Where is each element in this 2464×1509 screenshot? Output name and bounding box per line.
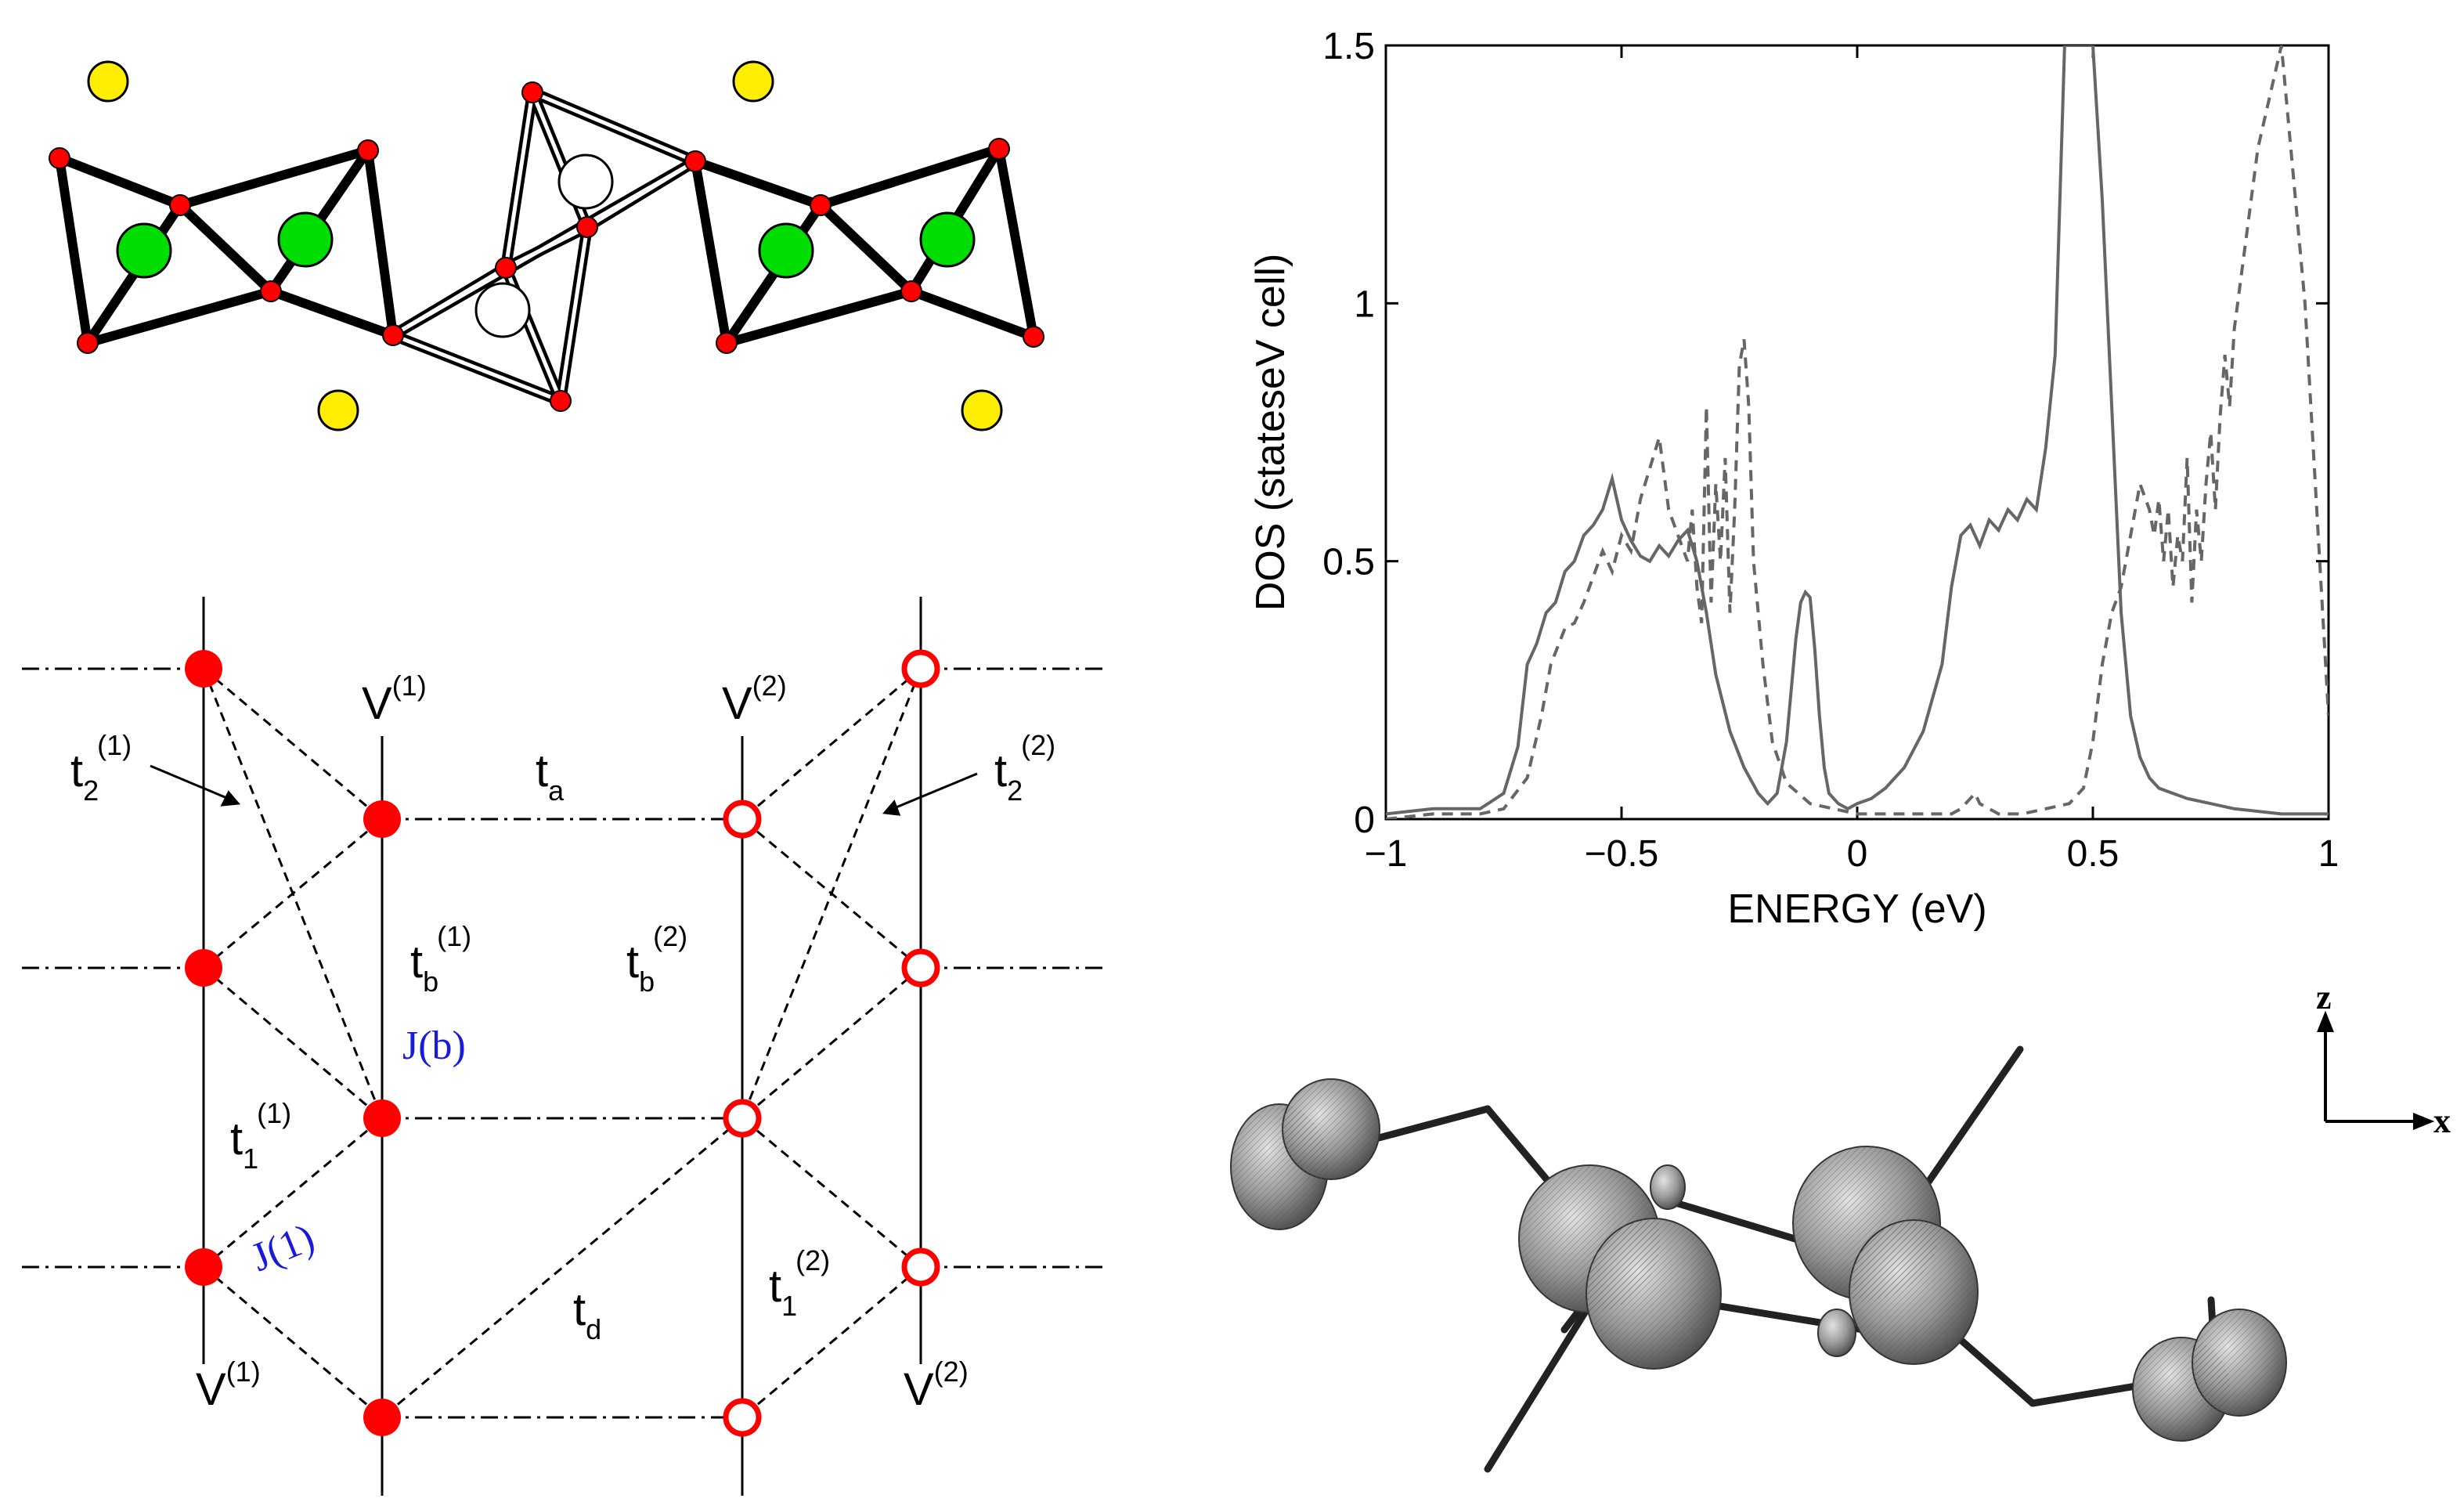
- open-sites: [723, 649, 940, 1437]
- cation-atom: [87, 60, 129, 103]
- axis-glyph: [2317, 1010, 2435, 1130]
- label-v2-top: V(2): [722, 670, 787, 729]
- oxygen-atom: [988, 138, 1010, 160]
- orbital-mesh: [1231, 1079, 2286, 1441]
- oxygen-atom: [1023, 326, 1044, 348]
- axis-z-label: z: [2316, 978, 2332, 1016]
- crystal-structure-panel: [49, 60, 1044, 431]
- tetrahedra-right: [691, 144, 1038, 348]
- oxygen-atom: [900, 280, 922, 302]
- y-tick-label: 0: [1354, 800, 1375, 841]
- label-tb1: tb(1): [410, 920, 471, 998]
- label-v1-top: V(1): [362, 670, 427, 729]
- site-open: [901, 649, 940, 688]
- label-v1-bottom: V(1): [196, 1356, 261, 1415]
- chart-frame: [1384, 44, 2330, 821]
- site-open: [723, 1398, 762, 1437]
- v-atom-white: [474, 282, 531, 338]
- cation-atom: [961, 389, 1003, 431]
- oxygen-atom: [684, 150, 706, 172]
- cation-atoms: [87, 60, 1003, 431]
- lattice-labels: V(1) V(2) V(1) V(2) t2(1) t2(2) ta tb(1)…: [70, 670, 1055, 1415]
- axis-x-label: x: [2433, 1102, 2451, 1140]
- label-v2-bottom: V(2): [904, 1356, 969, 1415]
- oxygen-atom: [550, 390, 572, 412]
- dash-dot-lines: [22, 667, 1106, 1419]
- orbital-lobe: [1650, 1164, 1686, 1210]
- dos-chart: −1 −0.5 0 0.5 1 0 0.5 1 1.5 ENERGY (eV) DOS (sta…: [1248, 26, 2339, 932]
- oxygen-atom: [49, 147, 70, 169]
- orbital-bonds: [1296, 1045, 2220, 1473]
- site-filled: [363, 1399, 401, 1436]
- v-atom-green: [277, 211, 334, 268]
- x-tick-label: 0: [1847, 833, 1868, 875]
- site-open: [901, 948, 940, 987]
- label-ta: ta: [536, 745, 565, 807]
- oxygen-atom: [169, 194, 191, 216]
- oxygen-atom: [521, 81, 543, 103]
- site-open: [901, 1247, 940, 1287]
- oxygen-atom: [716, 332, 738, 354]
- tetrahedra-left: [55, 146, 398, 348]
- label-tb2: tb(2): [626, 920, 687, 998]
- site-open: [723, 800, 762, 839]
- oxygen-atom: [77, 332, 99, 354]
- v-atoms: [116, 153, 976, 338]
- v-atom-green: [758, 222, 814, 279]
- site-filled: [363, 800, 401, 838]
- cation-atom: [732, 60, 774, 103]
- site-open: [723, 1099, 762, 1138]
- label-t2-2: t2(2): [994, 729, 1055, 807]
- label-td: td: [573, 1284, 601, 1345]
- dos-series-dashed: [1386, 45, 2329, 819]
- orbital-lobe: [1817, 1309, 1856, 1357]
- x-tick-label: −1: [1365, 833, 1408, 875]
- v-atom-green: [919, 211, 976, 268]
- y-tick-label: 1: [1354, 283, 1375, 325]
- label-jb: J(b): [402, 1023, 466, 1068]
- site-filled: [185, 1248, 222, 1286]
- label-arrows: [150, 764, 978, 816]
- filled-sites: [185, 650, 401, 1436]
- label-t2-1: t2(1): [70, 729, 132, 807]
- v-atom-green: [116, 222, 172, 279]
- v-atom-white: [557, 153, 614, 210]
- y-tick-label: 1.5: [1322, 26, 1375, 67]
- chart-ylabel: DOS (stateseV cell): [1248, 254, 1293, 612]
- x-tick-label: −0.5: [1585, 833, 1659, 875]
- orbital-panel: z x: [1230, 978, 2451, 1473]
- oxygen-atom: [495, 257, 517, 279]
- cation-atom: [317, 389, 359, 431]
- label-t1-2: t1(2): [769, 1244, 830, 1322]
- oxygen-atom: [382, 324, 404, 346]
- chart-ticks: −1 −0.5 0 0.5 1 0 0.5 1 1.5: [1322, 26, 2339, 875]
- x-tick-label: 1: [2318, 833, 2340, 875]
- chart-series: [1386, 45, 2329, 819]
- oxygen-atom: [810, 194, 832, 216]
- dos-series-solid: [1386, 45, 2329, 816]
- label-j1: J(1): [245, 1215, 320, 1280]
- oxygen-atom: [576, 216, 598, 238]
- site-filled: [185, 650, 222, 688]
- chain-lines: [202, 597, 922, 1496]
- oxygen-atoms: [49, 81, 1044, 412]
- label-t1-1: t1(1): [230, 1097, 291, 1175]
- site-filled: [363, 1099, 401, 1137]
- lattice-panel: V(1) V(2) V(1) V(2) t2(1) t2(2) ta tb(1)…: [22, 597, 1106, 1496]
- y-tick-label: 0.5: [1322, 542, 1375, 583]
- oxygen-atom: [260, 280, 282, 302]
- chart-xlabel: ENERGY (eV): [1727, 886, 1986, 932]
- hopping-dashed-lines: [202, 667, 922, 1419]
- x-tick-label: 0.5: [2067, 833, 2119, 875]
- site-filled: [185, 949, 222, 987]
- oxygen-atom: [357, 139, 379, 161]
- coupling-labels: J(b) J(1): [245, 1023, 466, 1280]
